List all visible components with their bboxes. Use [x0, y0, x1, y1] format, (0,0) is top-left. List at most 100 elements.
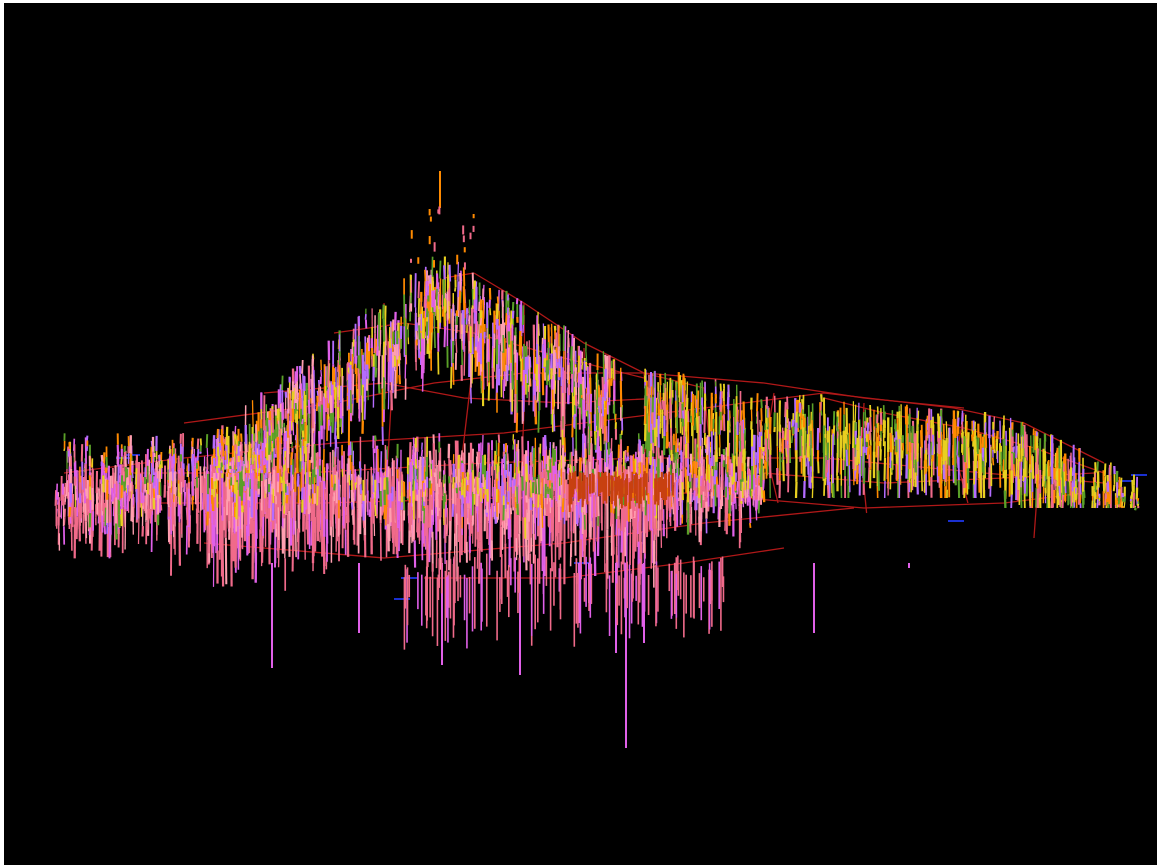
drillhole-trace — [330, 487, 334, 497]
drillhole-trace — [715, 482, 719, 498]
drillhole-trace — [135, 469, 138, 490]
drillhole-trace — [292, 489, 295, 511]
drillhole-trace — [342, 510, 345, 526]
drillhole-trace — [531, 446, 534, 453]
drillhole-trace — [292, 516, 296, 535]
drillhole-trace — [458, 290, 462, 311]
drillhole-trace — [435, 288, 438, 306]
drillhole-trace — [489, 307, 492, 316]
drillhole-trace — [477, 324, 480, 342]
drillhole-trace — [142, 489, 145, 503]
drillhole-trace — [257, 454, 261, 465]
drillhole-trace — [636, 457, 639, 463]
drillhole-trace — [389, 507, 392, 523]
drillhole-trace — [593, 468, 597, 484]
drillhole-trace — [385, 449, 388, 460]
drillhole-trace — [448, 264, 452, 282]
drillhole-trace — [100, 454, 104, 462]
drillhole-trace — [84, 503, 87, 521]
drillhole-trace — [540, 482, 543, 494]
drillhole-trace — [375, 445, 379, 481]
drillhole-trace — [537, 494, 540, 508]
drillhole-trace — [647, 493, 650, 505]
drillhole-trace — [709, 457, 712, 469]
drillhole-trace — [363, 401, 367, 420]
drillhole-trace — [357, 326, 360, 337]
drillhole-trace — [216, 471, 220, 481]
drillhole-trace — [531, 481, 535, 494]
drillhole-trace — [122, 481, 126, 491]
drillhole-trace — [57, 496, 59, 505]
drillhole-trace — [172, 497, 175, 525]
drillhole-trace — [377, 384, 381, 394]
drillhole-trace — [140, 460, 144, 483]
drillhole-trace — [574, 367, 578, 382]
drillhole-trace — [516, 503, 519, 516]
drillhole-trace — [639, 531, 642, 562]
drillhole-trace — [748, 496, 752, 524]
drillhole-trace — [676, 459, 679, 464]
drillhole-trace — [421, 458, 425, 481]
drillhole-trace — [438, 460, 442, 472]
drillhole-trace — [435, 449, 438, 508]
drillhole-trace — [481, 311, 485, 346]
drillhole-scene — [4, 3, 1157, 865]
drillhole-trace — [699, 456, 702, 464]
drillhole-trace — [393, 344, 397, 356]
drillhole-trace — [469, 387, 472, 404]
drillhole-trace — [323, 489, 326, 500]
drillhole-trace — [251, 400, 254, 428]
drillhole-trace — [512, 440, 515, 445]
drillhole-trace — [365, 342, 369, 365]
drillhole-trace — [754, 465, 757, 479]
drillhole-trace — [455, 340, 458, 353]
drillhole-trace — [515, 466, 518, 487]
drillhole-trace — [70, 507, 73, 551]
drillhole-trace — [316, 486, 319, 506]
drillhole-trace — [74, 488, 77, 501]
drillhole-trace — [305, 509, 308, 516]
drillhole-trace — [292, 422, 295, 436]
drillhole-trace — [330, 474, 334, 488]
drillhole-trace — [129, 475, 132, 484]
drillhole-trace — [397, 356, 401, 364]
drillhole-trace — [536, 478, 539, 494]
drillhole-trace — [320, 404, 323, 426]
drillhole-trace — [268, 420, 272, 436]
drillhole-trace — [558, 462, 561, 471]
drillhole-trace — [570, 346, 573, 362]
drillhole-trace — [234, 425, 237, 435]
drillhole-trace — [660, 509, 663, 548]
drillhole-trace — [244, 454, 248, 468]
drillhole-trace — [112, 472, 115, 494]
drillhole-trace — [257, 431, 261, 444]
drillhole-trace — [239, 441, 243, 456]
drillhole-trace — [567, 329, 569, 354]
drillhole-trace — [108, 494, 112, 523]
drillhole-trace — [537, 474, 540, 495]
drillhole-trace — [471, 272, 475, 290]
drillhole-trace — [100, 466, 103, 484]
drillhole-trace — [741, 481, 744, 499]
drillhole-trace — [229, 458, 232, 462]
3d-viewport[interactable] — [4, 3, 1157, 865]
drillhole-trace — [75, 516, 79, 540]
drillhole-trace — [695, 412, 699, 434]
drillhole-trace — [701, 465, 704, 476]
drillhole-trace — [460, 270, 463, 282]
drillhole-trace — [282, 480, 286, 491]
drillhole-trace — [464, 517, 467, 552]
drillhole-trace — [501, 334, 505, 353]
drillhole-trace — [428, 527, 431, 563]
drillhole-trace — [507, 300, 510, 308]
drillhole-trace — [409, 295, 411, 313]
drillhole-trace — [910, 478, 913, 493]
drillhole-trace — [597, 496, 600, 517]
drillhole-trace — [61, 494, 65, 506]
drillhole-trace — [486, 338, 490, 362]
drillhole-trace — [302, 373, 304, 396]
drillhole-trace — [457, 261, 460, 282]
drillhole-trace — [455, 315, 459, 325]
drillhole-trace — [734, 490, 738, 493]
drillhole-trace — [457, 454, 460, 469]
